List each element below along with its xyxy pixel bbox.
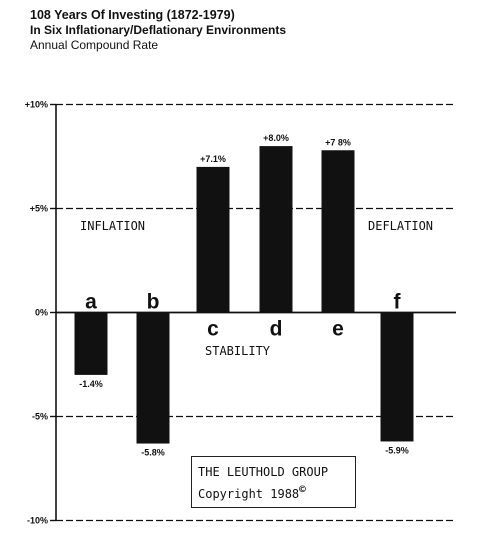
copyright-symbol: © [299, 483, 306, 496]
bar-b [136, 312, 170, 444]
category-label-e: e [332, 318, 344, 341]
bar-f [380, 312, 414, 442]
value-label-e: +7 8% [325, 137, 351, 147]
chart-title: 108 Years Of Investing (1872-1979) [30, 8, 235, 22]
y-tick-label: +5% [30, 204, 48, 214]
value-label-f: -5.9% [385, 445, 409, 455]
copyright-stamp: THE LEUTHOLD GROUP Copyright 1988© [191, 456, 356, 508]
region-label-stability: STABILITY [205, 344, 271, 358]
y-tick-label: -5% [32, 412, 48, 422]
chart-subtitle: In Six Inflationary/Deflationary Environ… [30, 23, 287, 37]
chart-title-block: 108 Years Of Investing (1872-1979) In Si… [30, 8, 286, 53]
y-ticks: +10% +5% 0% -5% -10% [25, 100, 56, 526]
y-tick-label: -10% [27, 516, 48, 526]
bars [74, 146, 414, 444]
stamp-copyright: Copyright 1988 [198, 487, 300, 501]
category-label-f: f [394, 291, 402, 314]
y-tick-label: +10% [25, 100, 48, 110]
value-label-d: +8.0% [263, 133, 289, 143]
category-label-d: d [270, 318, 283, 341]
region-label-inflation: INFLATION [80, 219, 145, 233]
value-label-c: +7.1% [200, 154, 226, 164]
stamp-company: THE LEUTHOLD GROUP [198, 465, 329, 479]
value-label-a: -1.4% [79, 379, 103, 389]
bar-c [196, 166, 230, 313]
bar-category-labels: a b c d e f [85, 291, 401, 341]
category-label-b: b [147, 291, 160, 314]
y-tick-label: 0% [35, 308, 48, 318]
chart-subtitle-rate: Annual Compound Rate [30, 38, 159, 52]
bar-a [74, 312, 108, 375]
stamp-copyright-line: Copyright 1988© [198, 481, 355, 503]
region-label-deflation: DEFLATION [368, 219, 433, 233]
bar-value-labels: -1.4% -5.8% +7.1% +8.0% +7 8% -5.9% [79, 133, 409, 457]
category-label-a: a [85, 291, 97, 314]
category-label-c: c [207, 318, 219, 341]
bar-d [259, 146, 293, 313]
value-label-b: -5.8% [141, 448, 165, 458]
bar-e [321, 150, 355, 313]
